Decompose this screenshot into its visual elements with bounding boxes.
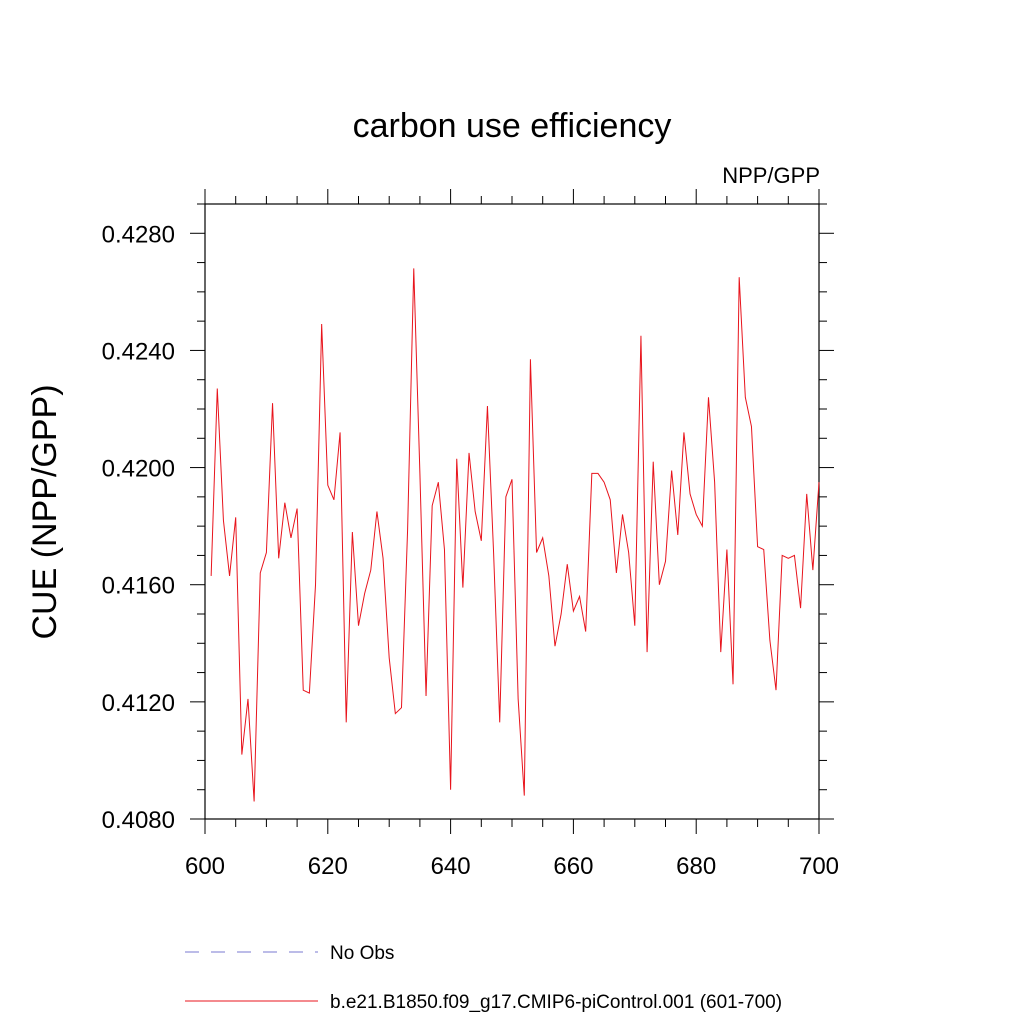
y-tick-label: 0.4160 <box>102 573 175 600</box>
y-tick-label: 0.4200 <box>102 456 175 483</box>
legend: No Obs b.e21.B1850.f09_g17.CMIP6-piContr… <box>185 943 782 1013</box>
axis-ticks <box>190 189 834 834</box>
series-line-0 <box>210 268 820 802</box>
x-tick-label: 600 <box>185 853 225 880</box>
y-tick-label: 0.4280 <box>102 221 175 248</box>
axis-tick-labels: 600 620 640 660 680 700 0.4080 0.4120 0.4160 0.42… <box>102 221 839 880</box>
x-tick-label: 700 <box>799 853 839 880</box>
y-tick-label: 0.4120 <box>102 690 175 717</box>
x-tick-label: 680 <box>676 853 716 880</box>
x-tick-label: 620 <box>308 853 348 880</box>
x-tick-label: 660 <box>553 853 593 880</box>
chart-subtitle: NPP/GPP <box>722 163 820 188</box>
series-layer <box>210 268 820 802</box>
x-tick-label: 640 <box>431 853 471 880</box>
legend-label-no-obs: No Obs <box>330 943 394 964</box>
chart-title: carbon use efficiency <box>353 107 672 145</box>
y-tick-label: 0.4240 <box>102 338 175 365</box>
y-tick-label: 0.4080 <box>102 807 175 834</box>
y-axis-label: CUE (NPP/GPP) <box>26 384 64 639</box>
legend-label-picontrol: b.e21.B1850.f09_g17.CMIP6-piControl.001 … <box>330 992 782 1013</box>
